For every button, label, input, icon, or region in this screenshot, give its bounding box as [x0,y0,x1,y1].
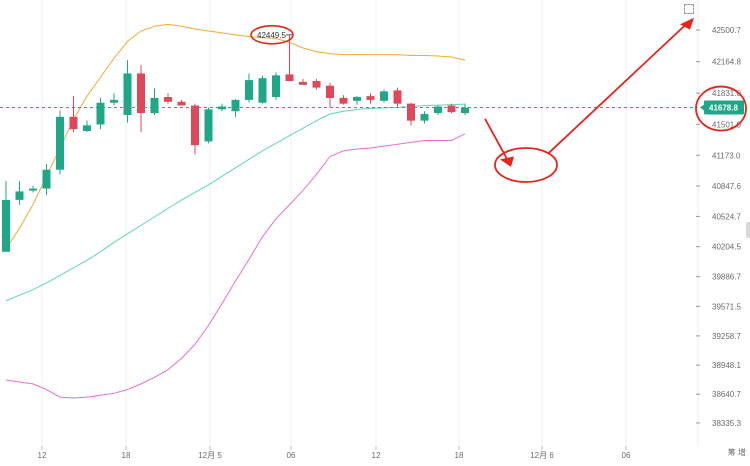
x-tick-label: 12月 5 [198,451,222,460]
x-tick-label: 12 [38,451,47,460]
x-tick-label: 18 [122,451,131,460]
candle-body [245,80,253,100]
y-tick-label: 38640.7 [712,390,741,399]
candle-body [15,191,24,200]
up-arrow-line [547,23,687,155]
candles [2,34,469,252]
panel-drag-handle[interactable] [746,222,750,238]
lower-band-line [5,133,466,399]
candle-body [83,125,91,132]
y-tick-label: 39258.7 [712,332,741,341]
y-tick-label: 39886.7 [712,273,741,282]
candle-body [69,116,78,130]
candle-body [191,105,199,146]
y-tick-label: 42164.8 [712,58,741,67]
middle-band-line [5,103,466,302]
candle-body [420,114,429,121]
y-tick-label: 41501.0 [712,120,741,129]
x-tick-label: 06 [622,451,631,460]
candle-body [366,96,375,100]
candle-body [258,78,267,103]
y-tick-label: 40204.5 [712,243,741,252]
candle-body [393,90,402,104]
current-price-label: 41678.8 [709,104,738,113]
y-tick-label: 38335.3 [712,419,741,428]
y-tick-label: 41831.0 [712,89,741,98]
candle-body [164,97,172,102]
candle-body [299,81,307,85]
x-tick-label: 06 [287,451,296,460]
candle-body [96,102,105,125]
candle-body [29,188,37,191]
candle-body [177,101,186,106]
candle-body [353,97,361,101]
candle-body [137,73,145,114]
bollinger-bands [5,23,466,399]
candle-body [123,73,132,115]
candle-body [150,97,159,114]
x-tick-label: 12 [372,451,381,460]
y-tick-label: 42500.7 [712,26,741,35]
candle-body [312,81,321,88]
expand-icon[interactable] [684,4,694,14]
down-arrow-head [500,156,514,167]
candle-body [447,105,456,113]
candle-body [231,99,240,112]
y-tick-label: 39571.5 [712,302,741,311]
y-tick-label: 40847.6 [712,182,741,191]
candle-body [434,106,442,114]
current-price-circle [695,85,747,132]
candle-body [2,199,10,252]
candle-body [285,74,294,82]
high-price-label: 42449.5 [257,31,286,40]
upper-band-line [5,23,466,250]
candle-body [56,116,64,170]
x-tick-label: 18 [455,451,464,460]
y-tick-label: 40524.7 [712,212,741,221]
candle-body [110,99,118,103]
x-tick-label: 12月 6 [530,451,554,460]
target-zone-circle [494,147,558,183]
candle-body [407,103,415,121]
candle-body [272,75,280,98]
y-axis: 42500.7 42164.8 41831.0 41501.0 41173.0 40847… [696,0,744,445]
candle-body [42,169,51,189]
y-tick-label: 41173.0 [712,151,741,160]
candle-body [339,97,348,104]
up-arrow-head [680,17,694,30]
down-arrow-line [484,118,509,162]
candle-body [326,85,334,98]
corner-label: 筹 增 [727,448,746,457]
annotations: 42449.5 [250,17,747,183]
high-price-circle [250,25,294,45]
current-price-tag [704,100,744,115]
y-tick-label: 38948.1 [712,361,741,370]
candle-body [380,91,388,101]
x-axis: 12 18 12月 5 06 12 18 12月 6 06 [38,446,631,460]
grid-layer [41,0,627,445]
candle-body [204,109,213,142]
candle-body [461,107,469,114]
current-price-tag-pointer [700,104,704,111]
